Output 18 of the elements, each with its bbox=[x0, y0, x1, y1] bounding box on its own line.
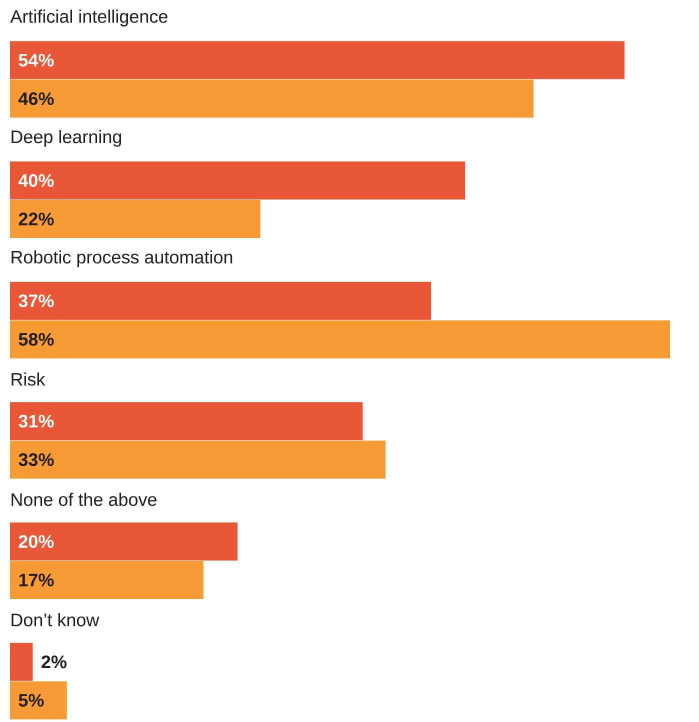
data-label: 22% bbox=[18, 212, 54, 226]
data-label: 33% bbox=[18, 453, 54, 466]
data-label: 20% bbox=[18, 535, 54, 548]
data-label: 46% bbox=[18, 92, 54, 106]
y-tick-label: Artificial intelligence bbox=[10, 10, 168, 26]
data-label: 40% bbox=[18, 174, 54, 187]
y-tick-label: None of the above bbox=[12, 492, 156, 506]
y-tick-label: Don’t know bbox=[12, 613, 100, 626]
data-label: 58% bbox=[18, 332, 54, 346]
y-tick-label: Robotic process automation bbox=[12, 250, 232, 268]
y-tick-label: Deep learning bbox=[12, 130, 122, 147]
data-label: 37% bbox=[18, 294, 54, 308]
data-label: 17% bbox=[19, 574, 54, 586]
data-label: 31% bbox=[18, 414, 54, 428]
data-label: 5% bbox=[18, 694, 44, 707]
data-label: 2% bbox=[42, 655, 66, 668]
data-label: 54% bbox=[18, 54, 54, 67]
y-tick-label: Risk bbox=[12, 372, 46, 386]
